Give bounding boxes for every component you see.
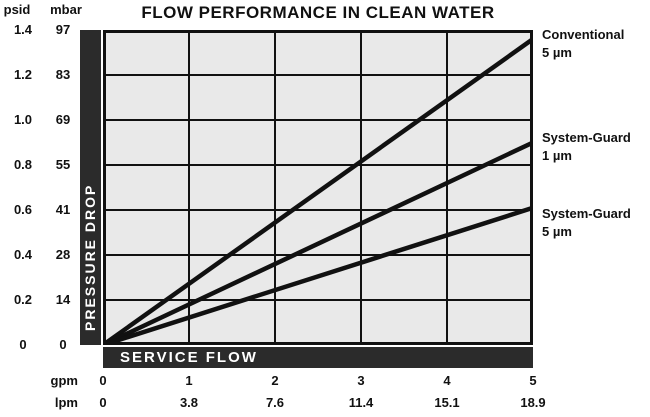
x-tick-lpm: 15.1 bbox=[434, 395, 460, 410]
y-tick-psid: 0 bbox=[19, 337, 27, 352]
series-label-systemguard-1um: System-Guard 1 µm bbox=[542, 129, 631, 165]
x-tick-gpm: 5 bbox=[529, 373, 537, 388]
y-tick-row: 0.4 28 bbox=[0, 246, 80, 264]
y-tick-psid: 0.4 bbox=[13, 247, 33, 262]
x-tick-lpm: 18.9 bbox=[520, 395, 546, 410]
data-line bbox=[103, 37, 533, 345]
x-tick-gpm: 2 bbox=[271, 373, 279, 388]
y-tick-row: 1.2 83 bbox=[0, 66, 80, 84]
x-tick-gpm: 0 bbox=[99, 373, 107, 388]
y-unit-mbar-label: mbar bbox=[50, 2, 82, 17]
y-tick-psid: 1.0 bbox=[13, 112, 33, 127]
chart-title: FLOW PERFORMANCE IN CLEAN WATER bbox=[141, 3, 495, 22]
y-tick-mbar: 83 bbox=[55, 67, 71, 82]
series-label-conventional-5um: Conventional 5 µm bbox=[542, 26, 624, 62]
grid-lines bbox=[103, 30, 533, 345]
y-tick-mbar: 97 bbox=[55, 22, 71, 37]
x-tick-gpm: 1 bbox=[185, 373, 193, 388]
data-line bbox=[103, 205, 533, 345]
y-tick-row: 0.6 41 bbox=[0, 201, 80, 219]
series-label-line2: 5 µm bbox=[542, 224, 572, 239]
y-tick-row: 1.4 97 bbox=[0, 21, 80, 39]
x-axis-title-bar: SERVICE FLOW bbox=[103, 347, 533, 368]
x-unit-lpm-label: lpm bbox=[54, 395, 78, 410]
series-label-systemguard-5um: System-Guard 5 µm bbox=[542, 205, 631, 241]
x-tick-lpm: 11.4 bbox=[348, 395, 374, 410]
y-tick-psid: 1.2 bbox=[13, 67, 33, 82]
y-tick-mbar: 41 bbox=[55, 202, 71, 217]
series-label-line2: 1 µm bbox=[542, 148, 572, 163]
y-tick-row: 0.8 55 bbox=[0, 156, 80, 174]
x-tick-gpm: 4 bbox=[443, 373, 451, 388]
y-tick-row: 1.0 69 bbox=[0, 111, 80, 129]
plot-area bbox=[103, 30, 533, 345]
data-lines bbox=[103, 37, 533, 345]
y-axis-title-bar: PRESSURE DROP bbox=[80, 30, 101, 345]
x-tick-gpm: 3 bbox=[357, 373, 365, 388]
y-tick-psid: 0.8 bbox=[13, 157, 33, 172]
plot-border bbox=[103, 30, 533, 345]
y-unit-psid-label: psid bbox=[3, 2, 31, 17]
x-tick-lpm: 7.6 bbox=[265, 395, 285, 410]
y-tick-psid: 1.4 bbox=[13, 22, 33, 37]
series-label-line1: System-Guard bbox=[542, 206, 631, 221]
y-tick-row: 0.2 14 bbox=[0, 291, 80, 309]
y-tick-mbar: 0 bbox=[59, 337, 67, 352]
x-tick-lpm: 3.8 bbox=[179, 395, 199, 410]
y-tick-mbar: 28 bbox=[55, 247, 71, 262]
y-tick-psid: 0.2 bbox=[13, 292, 33, 307]
y-tick-mbar: 14 bbox=[55, 292, 71, 307]
x-tick-lpm: 0 bbox=[99, 395, 107, 410]
x-unit-gpm-label: gpm bbox=[50, 373, 78, 388]
series-label-line1: System-Guard bbox=[542, 130, 631, 145]
series-label-line2: 5 µm bbox=[542, 45, 572, 60]
y-tick-mbar: 55 bbox=[55, 157, 71, 172]
y-tick-mbar: 69 bbox=[55, 112, 71, 127]
y-tick-psid: 0.6 bbox=[13, 202, 33, 217]
data-line bbox=[103, 140, 533, 345]
series-label-line1: Conventional bbox=[542, 27, 625, 42]
